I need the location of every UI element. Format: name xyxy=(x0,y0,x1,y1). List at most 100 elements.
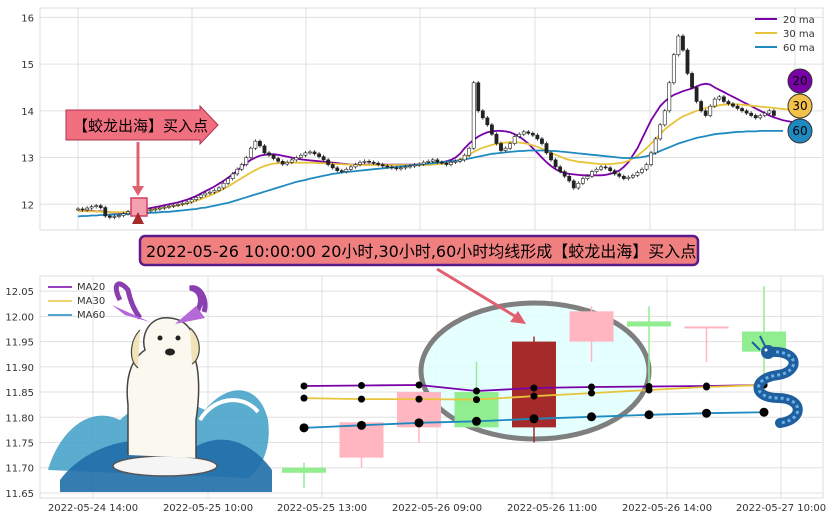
overview-candle-body xyxy=(80,208,85,211)
badge-30-icon xyxy=(787,93,813,119)
surfing-dog-icon xyxy=(48,281,272,492)
overview-candle-body xyxy=(412,164,417,167)
badge-20-label: 20 xyxy=(792,74,807,88)
overview-candle-body xyxy=(580,178,585,184)
detail-ma60-line-point xyxy=(299,423,309,433)
overview-candle-body xyxy=(753,115,758,119)
overview-candle-body xyxy=(599,166,603,170)
overview-candle-body xyxy=(685,49,690,74)
overview-candle-body xyxy=(289,159,294,163)
overview-y-tick-label: 13 xyxy=(21,154,34,165)
legend-label-MA30: MA30 xyxy=(77,296,105,307)
overview-candle-body xyxy=(435,159,440,163)
overview-y-tick-label: 15 xyxy=(21,60,34,71)
overview-ma-lines xyxy=(77,82,793,218)
overview-candle-body xyxy=(662,110,667,126)
buy-point-marker xyxy=(130,197,148,217)
overview-candle-body xyxy=(635,172,640,176)
detail-x-tick-label: 2022-05-25 10:00 xyxy=(163,503,253,514)
overview-y-tick-label: 14 xyxy=(21,107,34,118)
overview-candle-body xyxy=(344,168,349,172)
overview-candle-body xyxy=(376,162,381,165)
overview-candle-body xyxy=(262,145,267,154)
legend-label-30ma: 30 ma xyxy=(783,29,815,40)
overview-candle-body xyxy=(226,178,230,184)
overview-candle-body xyxy=(476,82,481,112)
overview-candle-body xyxy=(103,207,108,217)
overview-candle-body xyxy=(198,194,203,198)
detail-ma20-line-point xyxy=(415,381,423,389)
overview-candle-body xyxy=(558,166,563,172)
detail-ma20-line-point xyxy=(473,387,480,395)
overview-candle-body xyxy=(708,105,713,116)
overview-candle-body xyxy=(649,152,653,165)
overview-candle-body xyxy=(244,157,249,165)
detail-y-tick-label: 11.95 xyxy=(5,338,34,349)
detail-panel: 11.65 11.70 11.75 11.80 11.85 11.90 11.95 12.00… xyxy=(5,275,826,514)
overview-candle-body xyxy=(553,159,558,168)
detail-candle-body xyxy=(569,311,614,342)
detail-highlight-candle xyxy=(512,341,556,428)
overview-candle-body xyxy=(121,213,126,216)
dragon-icon xyxy=(751,335,803,428)
overview-candle-body xyxy=(221,182,226,189)
detail-x-tick-label: 2022-05-27 10:00 xyxy=(736,503,826,514)
overview-candle-body xyxy=(253,140,258,149)
badge-30-label: 30 xyxy=(792,99,807,113)
overview-candle-body xyxy=(490,124,494,135)
overview-candle-body xyxy=(294,157,299,161)
detail-ma60-line-point xyxy=(529,414,539,424)
overview-candle-body xyxy=(508,143,512,149)
overview-candle-body xyxy=(690,73,694,88)
detail-candle-body xyxy=(684,326,729,329)
detail-x-tick-label: 2022-05-26 09:00 xyxy=(392,503,482,514)
overview-candle-body xyxy=(248,147,253,158)
overview-candle-body xyxy=(449,161,453,165)
overview-candle-body xyxy=(98,205,103,208)
overview-candle-body xyxy=(212,189,217,193)
overview-candle-body xyxy=(385,165,390,168)
overview-candle-body xyxy=(317,153,321,157)
overview-candle-body xyxy=(544,143,549,154)
overview-candle-body xyxy=(467,147,472,156)
overview-candle-body xyxy=(349,166,353,170)
overview-candle-body xyxy=(185,201,190,204)
overview-candle-body xyxy=(153,208,158,211)
overview-candle-body xyxy=(408,165,412,168)
overview-candle-body xyxy=(717,96,722,100)
overview-candle-body xyxy=(339,170,344,172)
overview-candle-body xyxy=(276,158,281,162)
detail-ma60-line-point xyxy=(587,412,596,422)
overview-candle-body xyxy=(176,203,180,206)
detail-ma30-line-point xyxy=(415,395,423,403)
overview-candle-body xyxy=(162,206,167,209)
overview-candle-body xyxy=(517,133,522,137)
overview-candle-body xyxy=(194,196,199,200)
buy-point-label: 【蛟龙出海】买入点 xyxy=(73,117,208,135)
detail-y-tick-label: 11.70 xyxy=(5,464,34,475)
overview-candle-body xyxy=(458,159,462,162)
overview-candle-body xyxy=(499,143,503,151)
overview-candle-body xyxy=(380,164,385,167)
overview-candle-body xyxy=(530,132,535,136)
overview-y-axis: 12 13 14 15 16 xyxy=(21,13,34,211)
buy-point-callout: 【蛟龙出海】买入点 xyxy=(65,104,219,224)
overview-candle-body xyxy=(772,110,776,116)
overview-candle-body xyxy=(362,160,367,163)
detail-y-tick-label: 11.90 xyxy=(5,363,34,374)
overview-panel: 12 13 14 15 16 20 ma 30 ma 60 ma 【蛟龙出海】买入点 2… xyxy=(21,7,824,231)
detail-y-tick-label: 11.85 xyxy=(5,388,34,399)
overview-candle-body xyxy=(453,160,458,163)
overview-candle-body xyxy=(403,166,408,169)
detail-y-tick-label: 12.00 xyxy=(5,312,34,323)
overview-candle-body xyxy=(562,171,567,177)
detail-ma30-line-point xyxy=(645,386,653,394)
detail-ma30-line-point xyxy=(530,392,538,400)
detail-y-tick-label: 12.05 xyxy=(5,287,34,298)
detail-ma20-line-point xyxy=(358,381,365,389)
detail-ma60-line-point xyxy=(357,420,366,430)
legend-label-MA60: MA60 xyxy=(77,310,105,321)
overview-candle-body xyxy=(571,180,576,189)
detail-y-tick-label: 11.65 xyxy=(5,489,34,500)
detail-ma20-line-point xyxy=(588,383,595,391)
